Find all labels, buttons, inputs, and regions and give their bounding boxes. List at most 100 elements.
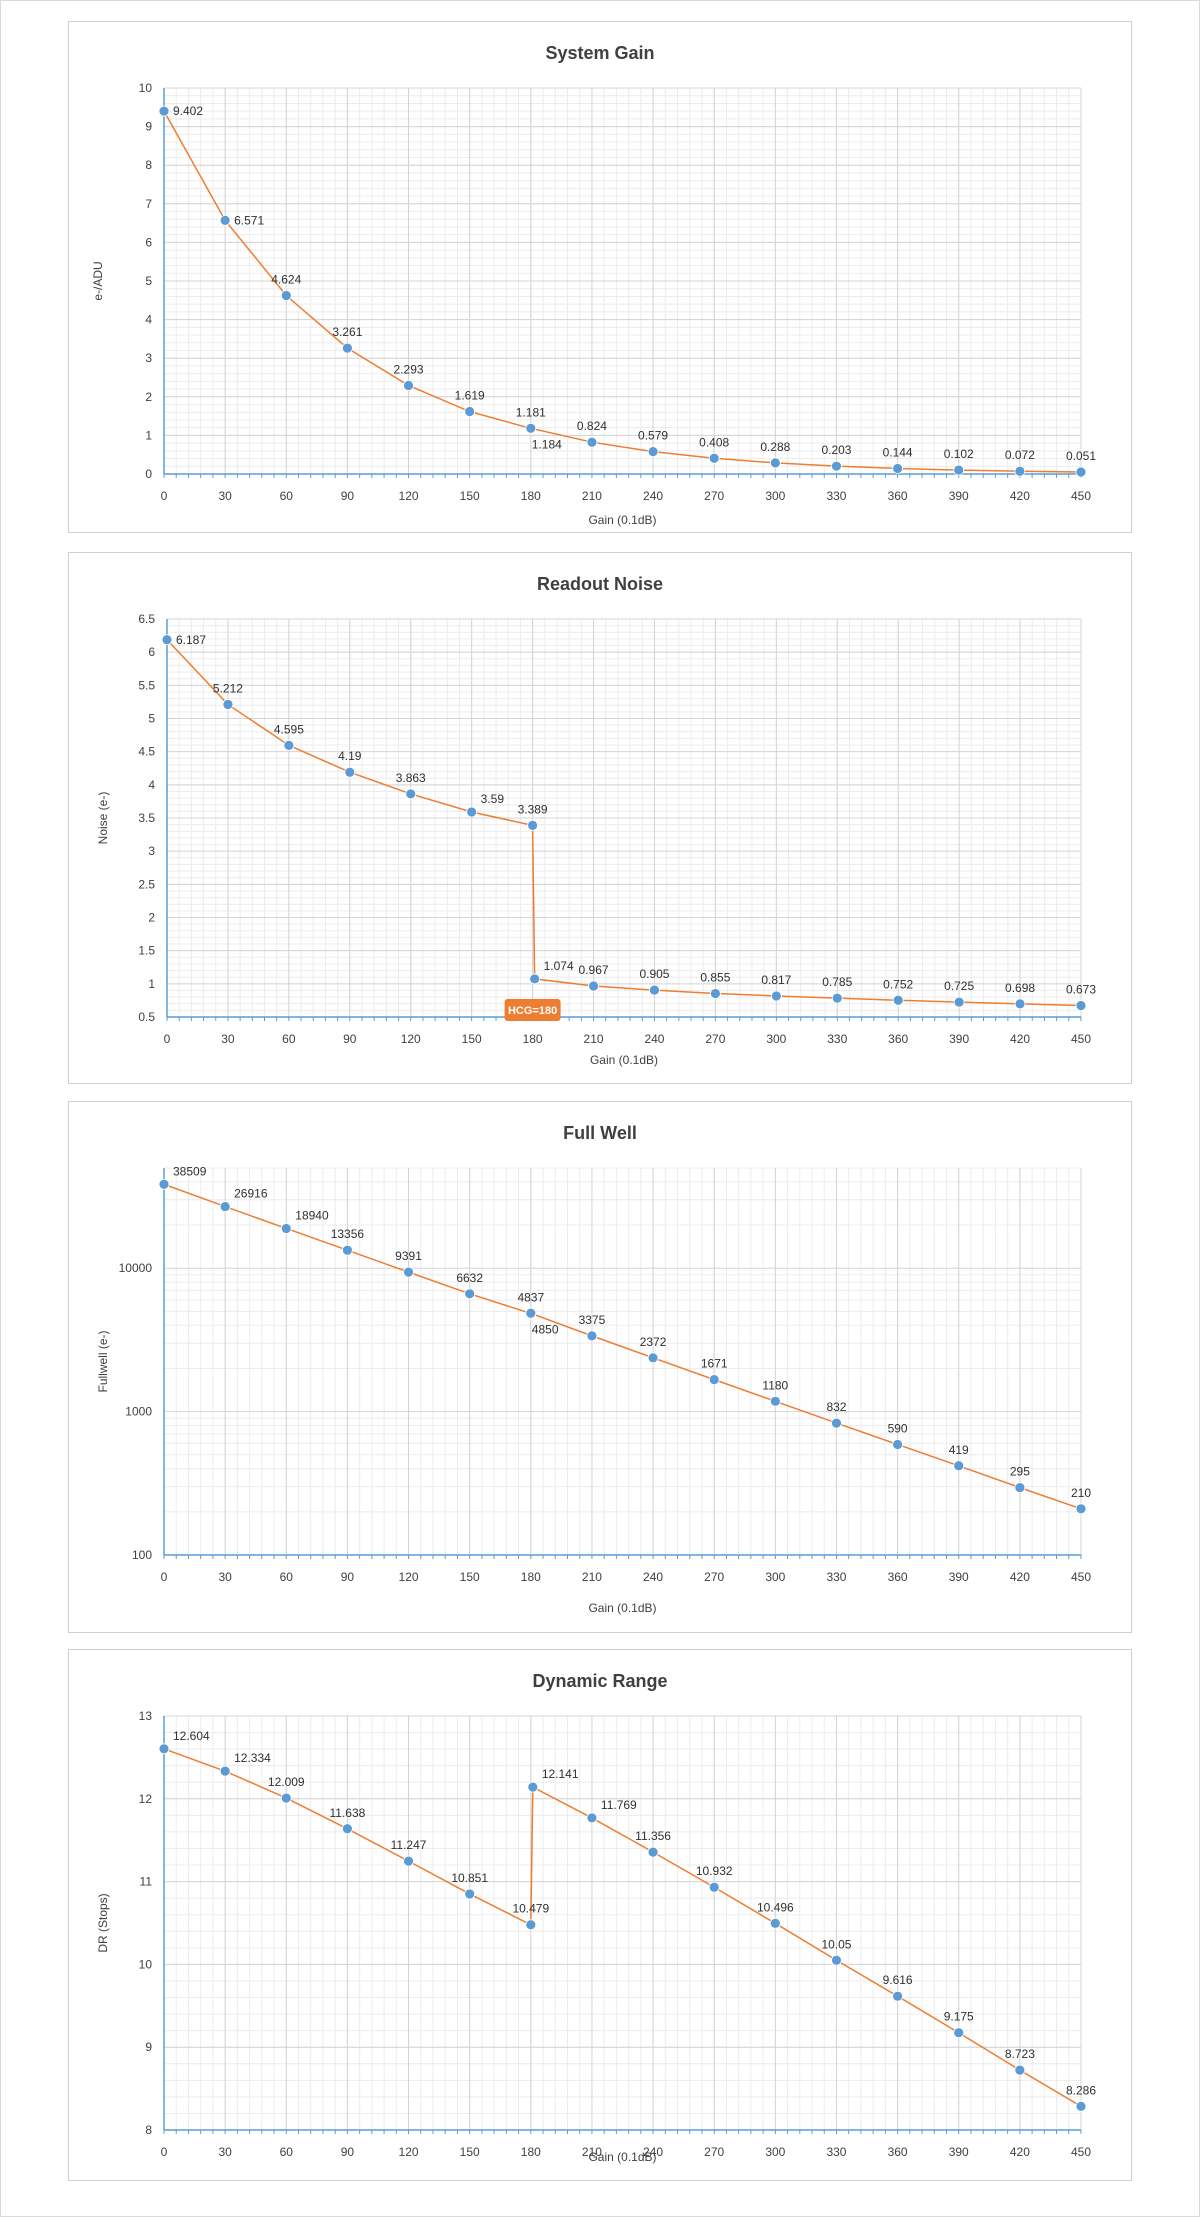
- major-grid: [166, 618, 1082, 1018]
- data-label: 1.074: [544, 959, 574, 973]
- x-tick-label: 330: [826, 2145, 846, 2159]
- x-tick-label: 0: [161, 1570, 168, 1584]
- x-tick-label: 390: [949, 2145, 969, 2159]
- data-label: 0.579: [638, 429, 668, 443]
- y-tick-label: 9: [145, 2040, 152, 2054]
- x-tick-label: 210: [582, 489, 602, 503]
- data-point: [769, 1917, 781, 1929]
- data-point: [464, 406, 476, 417]
- x-tick-label: 330: [827, 1032, 847, 1046]
- y-tick-label: 5.5: [138, 678, 155, 692]
- data-label: 10.851: [451, 1871, 488, 1885]
- data-label: 9.616: [883, 1973, 913, 1987]
- x-tick-label: 420: [1010, 489, 1030, 503]
- full-well-chart-panel: 0 30 60 90 120 150 180 210 240 270 300 330 360 390 420…: [68, 1101, 1132, 1633]
- x-tick-label: 30: [218, 1570, 232, 1584]
- data-label: 10.496: [757, 1900, 794, 1914]
- data-point: [1075, 1503, 1087, 1515]
- y-tick-label: 6: [145, 235, 152, 249]
- data-point: [403, 1266, 414, 1278]
- y-tick-label: 4.5: [138, 745, 155, 759]
- dynamic-range-chart: 0 30 60 90 120 150 180 210 240 270 300 330 360 390 420…: [96, 1671, 1096, 2164]
- x-tick-label: 330: [826, 489, 846, 503]
- data-point: [527, 1781, 539, 1793]
- x-tick-label: 60: [280, 2145, 294, 2159]
- y-tick-label: 100: [132, 1548, 152, 1562]
- x-tick-label: 240: [643, 1570, 663, 1584]
- data-label: 0.817: [761, 973, 791, 987]
- data-point: [892, 1990, 903, 2002]
- data-point: [1014, 2064, 1026, 2076]
- data-label: 0.203: [821, 443, 851, 457]
- data-point: [770, 990, 782, 1002]
- data-label: 2372: [640, 1335, 667, 1349]
- annotation-text: HCG=180: [508, 1005, 557, 1017]
- x-tick-label: 150: [460, 489, 480, 503]
- readout-noise-chart: 0 30 60 90 120 150 180 210 240 270 300 330 360 390 420…: [96, 574, 1096, 1067]
- y-tick-label: 3.5: [138, 811, 155, 825]
- data-point: [586, 1330, 598, 1342]
- data-label: 0.785: [822, 975, 852, 989]
- data-point: [219, 1201, 231, 1212]
- y-tick-label: 2: [145, 390, 152, 404]
- dynamic-range-chart-panel: 0 30 60 90 120 150 180 210 240 270 300 330 360 390 420…: [68, 1649, 1132, 2181]
- y-tick-label: 3: [148, 844, 155, 858]
- x-tick-label: 360: [888, 2145, 908, 2159]
- x-tick-label: 300: [765, 1570, 785, 1584]
- data-label: 12.604: [173, 1729, 210, 1743]
- data-label: 295: [1010, 1465, 1030, 1479]
- data-point: [1075, 466, 1087, 478]
- x-tick-label: 120: [399, 1570, 419, 1584]
- data-point: [586, 1812, 598, 1824]
- data-label: 0.102: [944, 447, 974, 461]
- y-tick-label: 4: [148, 778, 155, 792]
- y-tick-label: 10: [139, 1957, 153, 1971]
- data-point: [344, 766, 356, 778]
- x-tick-label: 300: [765, 489, 785, 503]
- annotation-badge: HCG=180: [504, 999, 561, 1021]
- y-tick-label: 8: [145, 158, 152, 172]
- x-axis-title: Gain (0.1dB): [588, 513, 656, 527]
- y-axis-title: Fullwell (e-): [96, 1330, 110, 1392]
- data-label: 4.595: [274, 722, 304, 736]
- data-point: [649, 984, 660, 996]
- x-tick-label: 300: [766, 1032, 786, 1046]
- minor-grid: [163, 1167, 1082, 1555]
- data-label: 38509: [173, 1164, 207, 1178]
- data-label: 0.855: [700, 970, 730, 984]
- data-label: 0.288: [760, 440, 790, 454]
- data-point: [525, 422, 537, 434]
- x-tick-label: 120: [399, 2145, 419, 2159]
- x-tick-label: 90: [343, 1032, 357, 1046]
- data-point: [1075, 2100, 1087, 2112]
- data-point: [953, 1460, 965, 1472]
- x-tick-label: 450: [1071, 1570, 1091, 1584]
- x-tick-label: 180: [521, 1570, 541, 1584]
- data-label: 9.175: [944, 2010, 974, 2024]
- data-label: 10.479: [512, 1902, 549, 1916]
- x-tick-label: 420: [1010, 2145, 1030, 2159]
- minor-grid: [163, 1715, 1082, 2131]
- data-point: [769, 1395, 781, 1407]
- data-label: 9.402: [173, 104, 203, 118]
- x-tick-label: 420: [1010, 1570, 1030, 1584]
- data-label: 12.009: [268, 1775, 305, 1789]
- system-gain-chart-panel: 0 30 60 90 120 150 180 210 240 270 300 330 360 390 420…: [68, 21, 1132, 533]
- data-point: [588, 980, 599, 992]
- data-point: [1014, 465, 1026, 477]
- x-tick-label: 270: [705, 1032, 725, 1046]
- readout-noise-chart-panel: 0 30 60 90 120 150 180 210 240 270 300 330 360 390 420…: [68, 552, 1132, 1084]
- y-tick-label: 6: [148, 645, 155, 659]
- data-point: [710, 988, 721, 999]
- y-tick-label: 1: [145, 428, 152, 442]
- data-point: [769, 457, 781, 469]
- x-tick-label: 330: [826, 1570, 846, 1584]
- data-label: 11.638: [329, 1806, 365, 1820]
- x-tick-label: 150: [462, 1032, 482, 1046]
- y-axis-title: Noise (e-): [96, 792, 110, 845]
- x-tick-marks: [163, 474, 1082, 478]
- data-label: 4837: [517, 1290, 544, 1304]
- data-label: 590: [888, 1421, 908, 1435]
- y-tick-label: 0: [145, 467, 152, 481]
